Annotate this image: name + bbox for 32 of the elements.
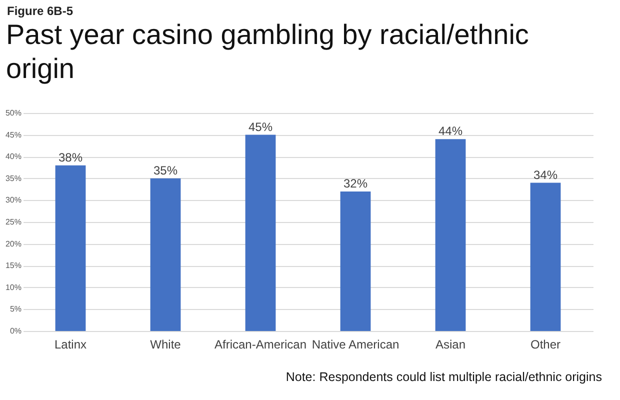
bar xyxy=(435,139,466,331)
x-tick-label: Asian xyxy=(435,338,466,352)
data-label: 38% xyxy=(58,150,83,164)
y-tick-label: 30% xyxy=(5,196,22,205)
y-tick-label: 25% xyxy=(5,218,22,226)
y-tick-label: 20% xyxy=(5,239,22,248)
bar xyxy=(530,182,561,331)
y-tick-label: 50% xyxy=(5,108,22,118)
x-tick-label: Native American xyxy=(312,338,400,352)
bar xyxy=(55,165,86,331)
bar xyxy=(245,134,276,331)
data-label: 34% xyxy=(533,168,558,182)
x-tick-label: Latinx xyxy=(54,338,87,352)
data-label: 32% xyxy=(343,176,368,190)
y-tick-label: 45% xyxy=(5,130,22,140)
data-label: 44% xyxy=(438,124,463,138)
text: Note: Respondents could list multiple racial/ethnic origins xyxy=(286,370,602,384)
x-tick-label: White xyxy=(150,338,182,352)
chart-title: Past year casino gambling by racial/ethnic origin xyxy=(6,18,530,86)
data-label: 35% xyxy=(153,163,178,178)
y-tick-label: 15% xyxy=(5,261,22,270)
caption: Figure 6B-5 xyxy=(7,4,74,18)
y-tick-label: 35% xyxy=(5,174,22,183)
bar xyxy=(340,191,371,331)
data-label: 45% xyxy=(248,120,273,134)
y-tick-label: 10% xyxy=(5,282,22,292)
y-tick-label: 5% xyxy=(10,304,22,314)
bar xyxy=(150,178,181,331)
y-tick-label: 0% xyxy=(10,326,22,336)
x-tick-label: Other xyxy=(530,338,561,352)
x-tick-label: African-American xyxy=(214,338,307,352)
y-tick-label: 40% xyxy=(5,152,22,162)
